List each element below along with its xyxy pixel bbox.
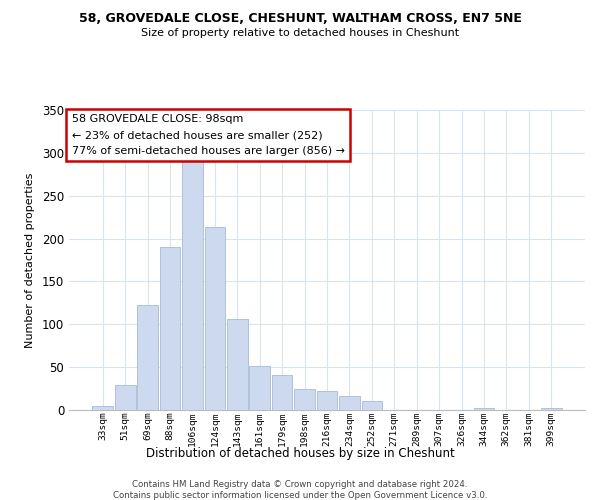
Bar: [92, 406, 113, 410]
Bar: [339, 396, 360, 410]
Bar: [541, 408, 562, 410]
Bar: [182, 159, 203, 410]
Bar: [317, 391, 337, 410]
Bar: [115, 385, 136, 410]
Bar: [137, 306, 158, 410]
Text: Contains public sector information licensed under the Open Government Licence v3: Contains public sector information licen…: [113, 491, 487, 500]
Bar: [362, 400, 382, 410]
Text: Distribution of detached houses by size in Cheshunt: Distribution of detached houses by size …: [146, 448, 454, 460]
Bar: [205, 228, 225, 410]
Text: Contains HM Land Registry data © Crown copyright and database right 2024.: Contains HM Land Registry data © Crown c…: [132, 480, 468, 489]
Text: 58 GROVEDALE CLOSE: 98sqm
← 23% of detached houses are smaller (252)
77% of semi: 58 GROVEDALE CLOSE: 98sqm ← 23% of detac…: [71, 114, 344, 156]
Text: 58, GROVEDALE CLOSE, CHESHUNT, WALTHAM CROSS, EN7 5NE: 58, GROVEDALE CLOSE, CHESHUNT, WALTHAM C…: [79, 12, 521, 26]
Bar: [272, 375, 292, 410]
Bar: [227, 319, 248, 410]
Bar: [473, 408, 494, 410]
Y-axis label: Number of detached properties: Number of detached properties: [25, 172, 35, 348]
Bar: [294, 390, 315, 410]
Text: Size of property relative to detached houses in Cheshunt: Size of property relative to detached ho…: [141, 28, 459, 38]
Bar: [250, 366, 270, 410]
Bar: [160, 247, 181, 410]
